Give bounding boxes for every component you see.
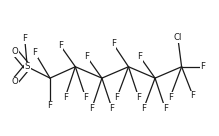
Text: F: F [168, 93, 173, 102]
Text: F: F [201, 62, 206, 71]
Text: F: F [48, 101, 53, 110]
Text: S: S [25, 62, 30, 71]
Text: O: O [11, 77, 18, 86]
Text: F: F [58, 41, 63, 50]
Text: F: F [115, 93, 120, 102]
Text: F: F [137, 52, 142, 61]
Text: F: F [163, 104, 168, 113]
Text: O: O [11, 47, 18, 56]
Text: F: F [63, 93, 68, 102]
Text: F: F [136, 93, 141, 102]
Text: F: F [89, 104, 94, 113]
Text: F: F [22, 34, 27, 43]
Text: F: F [141, 104, 146, 113]
Text: F: F [111, 39, 116, 48]
Text: F: F [83, 93, 88, 102]
Text: F: F [191, 91, 196, 100]
Text: Cl: Cl [174, 33, 182, 42]
Text: F: F [32, 48, 37, 57]
Text: F: F [110, 104, 115, 113]
Text: F: F [84, 52, 89, 61]
